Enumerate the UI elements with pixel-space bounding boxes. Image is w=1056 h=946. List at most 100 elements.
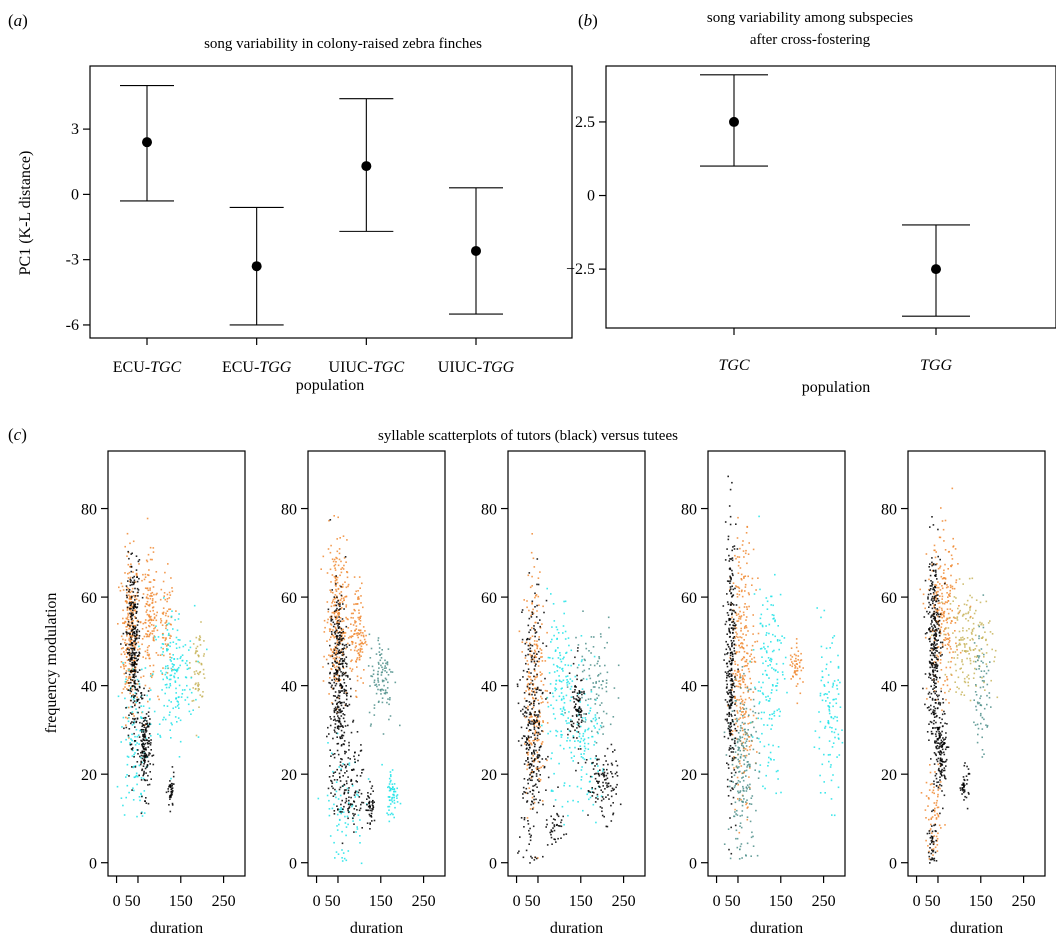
scatter-point xyxy=(590,690,593,693)
scatter-point xyxy=(739,610,741,613)
scatter-point xyxy=(543,611,545,614)
scatter-point xyxy=(562,706,565,709)
scatter-point xyxy=(362,626,365,628)
scatter-point xyxy=(331,651,334,653)
scatter-point xyxy=(162,667,164,669)
scatter-point xyxy=(330,668,332,670)
scatter-point xyxy=(345,689,348,692)
scatter-point xyxy=(534,670,536,672)
scatter-point xyxy=(164,643,167,645)
scatter-point xyxy=(132,659,135,662)
scatter-point xyxy=(336,643,339,646)
scatter-point xyxy=(336,672,339,675)
scatter-point xyxy=(744,716,746,718)
scatter-point xyxy=(752,649,755,651)
scatter-point xyxy=(340,812,342,815)
scatter-point xyxy=(526,742,529,745)
scatter-point xyxy=(147,724,150,726)
scatter-point xyxy=(560,825,563,828)
scatter-point xyxy=(148,605,151,607)
scatter-point xyxy=(124,620,126,623)
scatter-point xyxy=(531,611,534,614)
scatter-point xyxy=(612,813,614,816)
scatter-point xyxy=(767,765,769,767)
scatter-point xyxy=(597,770,599,772)
scatter-point xyxy=(580,710,583,712)
scatter-point xyxy=(835,702,838,705)
scatter-point xyxy=(360,655,362,657)
scatter-point xyxy=(723,735,726,738)
scatter-point xyxy=(147,760,150,763)
scatter-point xyxy=(151,674,154,677)
scatter-point xyxy=(583,753,585,755)
scatter-point xyxy=(362,632,364,634)
scatter-point xyxy=(525,641,528,644)
scatter-point xyxy=(729,657,732,660)
scatter-point xyxy=(736,674,738,677)
scatter-point xyxy=(173,783,175,785)
scatter-point xyxy=(728,712,730,715)
scatter-point xyxy=(341,860,344,862)
scatter-point xyxy=(338,631,341,634)
scatter-point xyxy=(734,673,737,675)
scatter-point xyxy=(734,771,737,774)
scatter-point xyxy=(732,627,735,630)
scatter-point xyxy=(765,650,768,652)
scatter-point xyxy=(731,747,734,749)
scatter-point xyxy=(335,631,337,634)
scatter-point xyxy=(525,792,528,794)
scatter-point xyxy=(937,659,939,662)
scatter-point xyxy=(337,694,340,697)
scatter-point xyxy=(137,595,139,597)
scatter-point xyxy=(742,779,745,782)
scatter-point xyxy=(565,833,568,835)
scatter-point xyxy=(770,595,772,598)
scatter-point xyxy=(529,704,531,706)
scatter-point xyxy=(355,805,357,807)
scatter-point xyxy=(595,821,597,824)
scatter-point xyxy=(813,746,816,748)
scatter-point xyxy=(529,653,531,656)
scatter-point xyxy=(133,640,135,642)
scatter-point xyxy=(356,774,358,777)
scatter-point xyxy=(595,682,597,684)
scatter-point xyxy=(735,644,737,647)
mean-point xyxy=(931,264,941,275)
scatter-point xyxy=(360,749,363,752)
scatter-point xyxy=(739,618,742,620)
scatter-point xyxy=(170,777,172,780)
scatter-point xyxy=(356,675,359,678)
y-tick-label: 0 xyxy=(71,186,79,203)
scatter-point xyxy=(775,685,777,687)
scatter-point xyxy=(538,746,541,749)
scatter-point xyxy=(526,768,528,771)
scatter-point xyxy=(795,657,797,660)
scatter-point xyxy=(148,722,151,725)
scatter-point xyxy=(357,590,359,592)
scatter-point xyxy=(761,656,763,658)
scatter-point xyxy=(741,736,744,739)
scatter-point xyxy=(529,629,532,631)
scatter-point xyxy=(133,605,135,607)
scatter-point xyxy=(338,616,340,618)
scatter-point xyxy=(560,688,563,690)
scatter-point xyxy=(834,728,837,731)
scatter-point xyxy=(343,638,346,641)
scatter-point xyxy=(339,660,341,662)
scatter-point xyxy=(739,781,741,783)
scatter-point xyxy=(134,624,137,627)
scatter-point xyxy=(141,761,144,764)
scatter-point xyxy=(940,607,943,610)
scatter-point xyxy=(745,803,747,806)
scatter-point xyxy=(328,799,330,802)
scatter-point xyxy=(821,763,824,766)
scatter-point xyxy=(730,733,733,735)
scatter-point xyxy=(149,689,152,691)
scatter-point xyxy=(537,595,540,598)
scatter-point xyxy=(395,795,398,797)
scatter-point xyxy=(741,642,744,645)
scatter-point xyxy=(186,664,188,667)
scatter-point xyxy=(155,593,157,596)
scatter-point xyxy=(765,625,767,627)
scatter-point xyxy=(139,721,141,724)
